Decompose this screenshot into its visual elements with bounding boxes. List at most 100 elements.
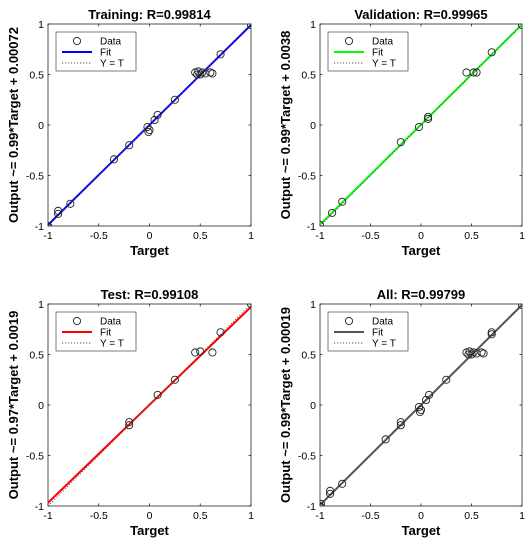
fit-line xyxy=(48,306,251,504)
legend-data-marker xyxy=(72,36,82,46)
legend-label-data: Data xyxy=(100,317,122,328)
data-point xyxy=(479,349,488,358)
legend-data-marker xyxy=(72,316,82,326)
x-tick-label: 0.5 xyxy=(193,510,208,522)
legend-label-fit: Fit xyxy=(372,328,383,339)
y-tick-label: -1 xyxy=(307,221,316,233)
legend-label-fit: Fit xyxy=(372,48,383,59)
legend-label-identity: Y = T xyxy=(100,339,124,350)
legend-data-marker xyxy=(344,316,354,326)
y-tick-label: -0.5 xyxy=(298,171,316,183)
x-tick-label: -1 xyxy=(315,510,324,522)
x-tick-label: -1 xyxy=(43,230,52,242)
data-point xyxy=(338,197,347,206)
legend-data-marker xyxy=(344,36,354,46)
fit-line xyxy=(320,304,522,506)
chart-title: Test: R=0.99108 xyxy=(101,287,199,302)
y-tick-label: 0 xyxy=(310,120,316,132)
data-point xyxy=(144,128,153,137)
x-tick-label: 0 xyxy=(418,230,424,242)
y-tick-label: -0.5 xyxy=(26,451,44,463)
x-tick-label: -0.5 xyxy=(361,510,379,522)
chart-title: Training: R=0.99814 xyxy=(88,7,211,22)
x-tick-label: 0 xyxy=(147,230,153,242)
data-point xyxy=(424,114,433,123)
y-axis-label: Output ~= 0.99*Target + 0.00019 xyxy=(278,307,293,503)
data-point xyxy=(145,126,154,135)
y-tick-label: 0 xyxy=(38,120,44,132)
data-point xyxy=(338,479,347,488)
data-point xyxy=(206,68,215,77)
x-axis-label: Target xyxy=(130,243,169,258)
x-tick-label: -0.5 xyxy=(90,230,108,242)
y-axis-label: Output ~= 0.99*Target + 0.00072 xyxy=(6,27,21,223)
data-point xyxy=(109,155,119,164)
data-point xyxy=(487,328,496,337)
y-tick-label: -0.5 xyxy=(26,171,44,183)
data-point xyxy=(467,350,476,359)
data-point xyxy=(487,330,496,339)
legend-label-data: Data xyxy=(100,37,122,48)
x-tick-label: 0.5 xyxy=(193,230,208,242)
y-tick-label: 0.5 xyxy=(29,70,44,82)
data-point xyxy=(170,95,179,104)
data-point xyxy=(208,348,217,357)
y-axis-label: Output ~= 0.97*Target + 0.0019 xyxy=(6,311,21,500)
x-axis-label: Target xyxy=(402,523,441,538)
regression-panel-2: Validation: R=0.99965 -1 -0.5 0 0.5 1 -1 -0.5 0 0… xyxy=(278,7,525,258)
y-tick-label: -0.5 xyxy=(298,451,316,463)
x-tick-label: -1 xyxy=(43,510,52,522)
plot-contents xyxy=(48,304,251,506)
x-tick-label: 1 xyxy=(248,230,254,242)
data-point xyxy=(469,68,478,77)
identity-line xyxy=(320,24,522,226)
data-point xyxy=(326,489,335,498)
data-point xyxy=(487,48,496,57)
data-point xyxy=(396,421,405,430)
data-point xyxy=(416,405,426,415)
y-tick-label: 1 xyxy=(310,299,316,311)
plot-contents xyxy=(320,24,522,226)
x-tick-label: 1 xyxy=(519,510,525,522)
data-point xyxy=(125,418,134,427)
data-point xyxy=(424,112,433,121)
y-tick-label: -1 xyxy=(307,501,316,513)
x-axis-label: Target xyxy=(130,523,169,538)
y-tick-label: 0.5 xyxy=(301,350,316,362)
x-tick-label: 0.5 xyxy=(464,230,479,242)
data-point xyxy=(320,499,326,506)
regression-panel-4: All: R=0.99799 -1 -0.5 0 0.5 1 -1 -0.5 0 0.5 1 Targ… xyxy=(278,287,525,538)
identity-line xyxy=(320,304,522,506)
y-tick-label: 1 xyxy=(310,19,316,31)
x-tick-label: -0.5 xyxy=(90,510,108,522)
data-point xyxy=(396,418,405,427)
regression-panel-3: Test: R=0.99108 -1 -0.5 0 0.5 1 -1 -0.5 0 0.5 1 Tar… xyxy=(6,287,254,538)
legend-label-identity: Y = T xyxy=(372,339,396,350)
data-point xyxy=(48,222,52,226)
data-point xyxy=(328,208,337,217)
data-point xyxy=(216,328,225,337)
data-point xyxy=(442,375,451,384)
plot-contents xyxy=(48,24,251,226)
legend-label-fit: Fit xyxy=(100,328,111,339)
x-tick-label: 1 xyxy=(248,510,254,522)
data-point xyxy=(125,421,134,430)
y-tick-label: 0 xyxy=(310,400,316,412)
y-tick-label: 0 xyxy=(38,400,44,412)
data-point xyxy=(472,68,481,77)
data-point xyxy=(326,486,335,495)
data-point xyxy=(54,209,63,218)
y-axis-label: Output ~= 0.99*Target + 0.0038 xyxy=(278,31,293,220)
data-point xyxy=(517,304,522,310)
x-tick-label: 1 xyxy=(519,230,525,242)
y-tick-label: 1 xyxy=(38,19,44,31)
y-tick-label: 0.5 xyxy=(301,70,316,82)
data-point xyxy=(246,24,251,30)
data-point xyxy=(196,70,205,79)
data-point xyxy=(208,69,217,78)
x-tick-label: -0.5 xyxy=(361,230,379,242)
